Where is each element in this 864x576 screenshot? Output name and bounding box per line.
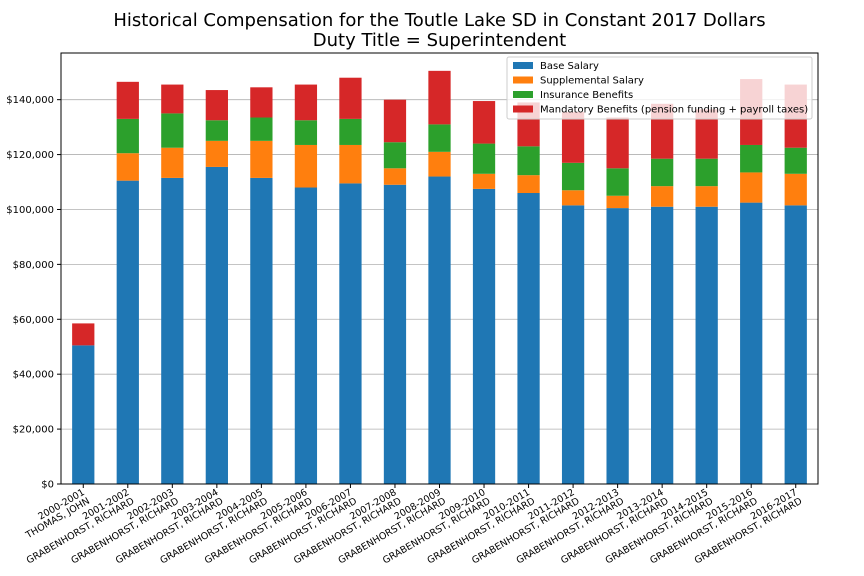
legend: Base Salary Supplemental Salary Insurance …	[506, 56, 813, 120]
legend-box	[506, 56, 813, 120]
bar-insurance-2009-2010	[472, 143, 496, 174]
bar-supplemental-2004-2005	[250, 140, 273, 178]
bar-supplemental-2009-2010	[472, 173, 496, 189]
bar-mandatory-2006-2007	[339, 77, 362, 119]
legend-swatch	[513, 91, 533, 98]
bar-insurance-2013-2014	[651, 158, 674, 187]
y-tick-label: $80,000	[13, 260, 54, 271]
chart-title: Historical Compensation for the Toutle L…	[113, 10, 765, 31]
bar-mandatory-2007-2008	[383, 99, 407, 143]
legend-swatch	[513, 76, 533, 84]
bar-supplemental-2012-2013	[606, 195, 629, 209]
chart-subtitle: Duty Title = Superintendent	[313, 30, 566, 51]
bar-supplemental-2016-2017	[784, 173, 807, 206]
bar-supplemental-2010-2011	[517, 175, 540, 194]
x-axis: 2000-2001THOMAS, JOHN2001-2002GRABENHORS…	[23, 484, 804, 566]
bar-mandatory-2000-2001	[72, 323, 95, 346]
bar-mandatory-2005-2006	[294, 84, 318, 121]
bar-supplemental-2005-2006	[294, 144, 318, 188]
bar-supplemental-2015-2016	[740, 172, 763, 203]
bar-insurance-2003-2004	[205, 120, 228, 141]
y-tick-label: $40,000	[13, 370, 54, 381]
bar-insurance-2011-2012	[561, 162, 585, 191]
bar-mandatory-2008-2009	[428, 70, 451, 125]
bar-mandatory-2011-2012	[561, 112, 585, 163]
y-tick-label: $120,000	[6, 150, 54, 161]
bars	[72, 70, 807, 485]
bar-base-2005-2006	[294, 187, 318, 484]
bar-insurance-2007-2008	[383, 142, 407, 169]
bar-base-2013-2014	[651, 206, 674, 484]
bar-insurance-2014-2015	[695, 158, 718, 187]
bar-base-2015-2016	[740, 202, 763, 484]
y-axis: $0 $20,000 $40,000 $60,000 $80,000 $100,000 $1…	[6, 95, 61, 491]
legend-label: Mandatory Benefits (pension funding + pa…	[540, 105, 808, 116]
bar-insurance-2001-2002	[116, 118, 139, 154]
bar-insurance-2008-2009	[428, 124, 451, 152]
bar-supplemental-2008-2009	[428, 151, 451, 177]
bar-base-2004-2005	[250, 177, 273, 484]
bar-mandatory-2002-2003	[161, 84, 184, 114]
bar-supplemental-2006-2007	[339, 144, 362, 184]
legend-label: Base Salary	[540, 61, 599, 72]
bar-base-2009-2010	[472, 188, 496, 484]
y-tick-label: $100,000	[6, 205, 54, 216]
bar-supplemental-2014-2015	[695, 186, 718, 207]
legend-swatch	[513, 62, 533, 69]
legend-label: Insurance Benefits	[540, 90, 633, 101]
y-tick-label: $60,000	[13, 315, 54, 326]
y-tick-label: $140,000	[6, 95, 54, 106]
legend-label: Supplemental Salary	[540, 76, 644, 87]
bar-insurance-2015-2016	[740, 144, 763, 173]
bar-mandatory-2012-2013	[606, 117, 629, 169]
bar-base-2014-2015	[695, 206, 718, 484]
bar-insurance-2016-2017	[784, 147, 807, 174]
bar-base-2012-2013	[606, 208, 629, 484]
bar-base-2002-2003	[161, 177, 184, 484]
bar-base-2001-2002	[116, 180, 139, 484]
y-tick-label: $20,000	[13, 425, 54, 436]
bar-base-2011-2012	[561, 205, 585, 485]
bar-mandatory-2009-2010	[472, 101, 496, 144]
y-tick-label: $0	[41, 480, 54, 491]
bar-base-2008-2009	[428, 176, 451, 484]
bar-mandatory-2014-2015	[695, 109, 718, 159]
bar-supplemental-2003-2004	[205, 140, 228, 167]
bar-supplemental-2013-2014	[651, 186, 674, 207]
bar-supplemental-2011-2012	[561, 190, 585, 206]
bar-supplemental-2002-2003	[161, 147, 184, 178]
bar-insurance-2004-2005	[250, 117, 273, 141]
bar-insurance-2012-2013	[606, 168, 629, 196]
bar-base-2006-2007	[339, 183, 362, 485]
bar-insurance-2002-2003	[161, 113, 184, 148]
bar-base-2016-2017	[784, 205, 807, 485]
bar-insurance-2010-2011	[517, 146, 540, 176]
bar-mandatory-2004-2005	[250, 87, 273, 118]
bar-base-2000-2001	[72, 345, 95, 484]
bar-base-2010-2011	[517, 193, 540, 485]
bar-supplemental-2007-2008	[383, 168, 407, 185]
legend-swatch	[513, 105, 533, 113]
bar-mandatory-2003-2004	[205, 90, 228, 121]
bar-base-2003-2004	[205, 166, 228, 484]
bar-mandatory-2001-2002	[116, 81, 139, 119]
bar-insurance-2006-2007	[339, 118, 362, 145]
bar-insurance-2005-2006	[294, 120, 318, 145]
bar-supplemental-2001-2002	[116, 153, 139, 181]
bar-base-2007-2008	[383, 184, 407, 485]
